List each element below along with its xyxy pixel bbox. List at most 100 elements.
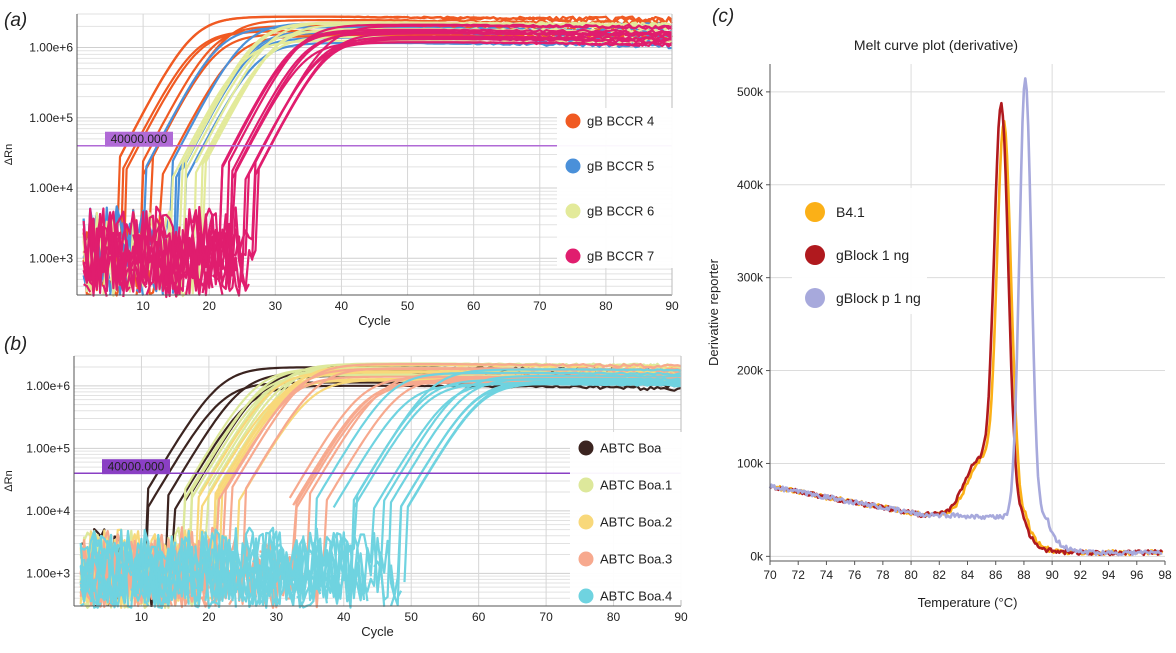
y-tick-label: 1.00e+3 <box>29 251 73 265</box>
panel-c-x-axis-label: Temperature (°C) <box>918 595 1018 610</box>
legend-swatch <box>565 203 581 219</box>
threshold-label-box <box>105 131 173 147</box>
panel-b-x-axis-label: Cycle <box>361 624 394 639</box>
legend-label: gBlock 1 ng <box>836 247 909 263</box>
panel-a-y-axis-label: ΔRn <box>3 144 15 165</box>
x-tick-label: 20 <box>203 299 217 313</box>
panel-b-label: (b) <box>4 334 27 355</box>
series-line <box>82 24 673 292</box>
y-tick-label: 1.00e+4 <box>26 504 70 518</box>
panel-a-axes: 10 20 30 40 50 60 70 80 90 1.00e+3 1.00e+4 1.00e+5 1… <box>29 14 679 313</box>
legend-swatch <box>565 113 581 129</box>
x-tick-label: 94 <box>1102 568 1116 582</box>
x-tick-label: 20 <box>202 610 216 624</box>
x-tick-label: 78 <box>876 568 890 582</box>
x-tick-label: 76 <box>848 568 862 582</box>
panel-b-legend: ABTC Boa ABTC Boa.1 ABTC Boa.2 ABTC Boa.3 AB… <box>570 432 682 604</box>
x-tick-label: 60 <box>467 299 481 313</box>
x-tick-label: 86 <box>989 568 1003 582</box>
x-tick-label: 96 <box>1130 568 1144 582</box>
legend-swatch <box>578 551 594 567</box>
legend-label: ABTC Boa <box>600 441 662 456</box>
y-tick-label: 400k <box>737 178 764 192</box>
legend-label: gB BCCR 4 <box>587 114 654 129</box>
legend-label: gB BCCR 6 <box>587 204 654 219</box>
x-tick-label: 70 <box>539 610 553 624</box>
y-tick-label: 1.00e+4 <box>29 181 73 195</box>
x-tick-label: 90 <box>1045 568 1059 582</box>
panel-a-amplification-plot: (a) 40000.000 10 20 30 40 50 60 70 80 901.00e+31… <box>3 10 679 328</box>
x-tick-label: 98 <box>1158 568 1172 582</box>
y-tick-label: 1.00e+6 <box>26 379 70 393</box>
legend-label: ABTC Boa.3 <box>600 552 672 567</box>
x-tick-label: 84 <box>961 568 975 582</box>
legend-swatch <box>805 202 825 222</box>
panel-c-title: Melt curve plot (derivative) <box>854 37 1018 53</box>
y-tick-label: 300k <box>737 271 764 285</box>
x-tick-label: 82 <box>933 568 947 582</box>
legend-swatch <box>578 477 594 493</box>
threshold-label: 40000.000 <box>108 460 165 474</box>
x-tick-label: 72 <box>792 568 806 582</box>
y-tick-label: 1.00e+5 <box>29 111 73 125</box>
x-tick-label: 80 <box>599 299 613 313</box>
series-line <box>89 15 673 287</box>
x-tick-label: 70 <box>533 299 547 313</box>
threshold-label-box <box>102 459 170 475</box>
legend-label: gB BCCR 7 <box>587 249 654 264</box>
legend-box <box>557 108 673 268</box>
legend-swatch <box>565 158 581 174</box>
panel-c-grid <box>770 64 1165 561</box>
panel-b-curves <box>79 362 682 610</box>
series-line <box>80 374 682 603</box>
threshold-label: 40000.000 <box>111 132 168 146</box>
x-tick-label: 40 <box>335 299 349 313</box>
y-tick-label: 1.00e+6 <box>29 41 73 55</box>
legend-swatch <box>578 440 594 456</box>
legend-swatch <box>578 588 594 604</box>
y-tick-label: 500k <box>737 85 764 99</box>
panel-c-label: (c) <box>712 6 734 27</box>
y-tick-label: 0k <box>750 549 764 563</box>
panel-c-melt-curve: (c) Melt curve plot (derivative) 70 72 74 7… <box>706 6 1172 610</box>
x-tick-label: 30 <box>270 610 284 624</box>
legend-label: ABTC Boa.1 <box>600 478 672 493</box>
x-tick-label: 10 <box>136 299 150 313</box>
x-tick-label: 40 <box>337 610 351 624</box>
panel-c-legend: B4.1 gBlock 1 ng gBlock p 1 ng <box>792 188 927 314</box>
legend-swatch <box>578 514 594 530</box>
panel-b-y-axis-label: ΔRn <box>3 470 15 491</box>
x-tick-label: 70 <box>763 568 777 582</box>
y-tick-label: 1.00e+3 <box>26 566 70 580</box>
x-tick-label: 30 <box>269 299 283 313</box>
legend-label: ABTC Boa.4 <box>600 589 672 604</box>
panel-a-label: (a) <box>4 10 27 31</box>
panel-a-legend: gB BCCR 4 gB BCCR 5 gB BCCR 6 gB BCCR 7 <box>557 108 673 268</box>
x-tick-label: 10 <box>135 610 149 624</box>
y-tick-label: 200k <box>737 364 764 378</box>
x-tick-label: 90 <box>665 299 679 313</box>
legend-label: B4.1 <box>836 204 865 220</box>
panel-c-y-axis-label: Derivative reporter <box>706 258 721 366</box>
x-tick-label: 50 <box>401 299 415 313</box>
legend-label: gB BCCR 5 <box>587 159 654 174</box>
legend-label: gBlock p 1 ng <box>836 290 921 306</box>
legend-swatch <box>805 288 825 308</box>
panel-c-curves <box>768 77 1164 557</box>
panel-b-amplification-plot: (b) 40000.000 10 20 30 40 50 60 70 80 90 1.00e+3 1… <box>3 334 688 639</box>
series-line <box>768 77 1163 557</box>
series-line <box>769 119 1164 557</box>
x-tick-label: 74 <box>820 568 834 582</box>
x-tick-label: 80 <box>607 610 621 624</box>
x-tick-label: 88 <box>1017 568 1031 582</box>
y-tick-label: 100k <box>737 456 764 470</box>
series-line <box>79 384 682 607</box>
x-tick-label: 92 <box>1074 568 1088 582</box>
y-tick-label: 1.00e+5 <box>26 441 70 455</box>
panel-a-curves <box>82 15 673 299</box>
x-tick-label: 80 <box>904 568 918 582</box>
panel-c-axes: 70 72 74 76 78 80 82 84 86 88 90 92 94 96 98 0k 100k 200k… <box>737 64 1172 582</box>
legend-swatch <box>565 248 581 264</box>
x-tick-label: 50 <box>405 610 419 624</box>
